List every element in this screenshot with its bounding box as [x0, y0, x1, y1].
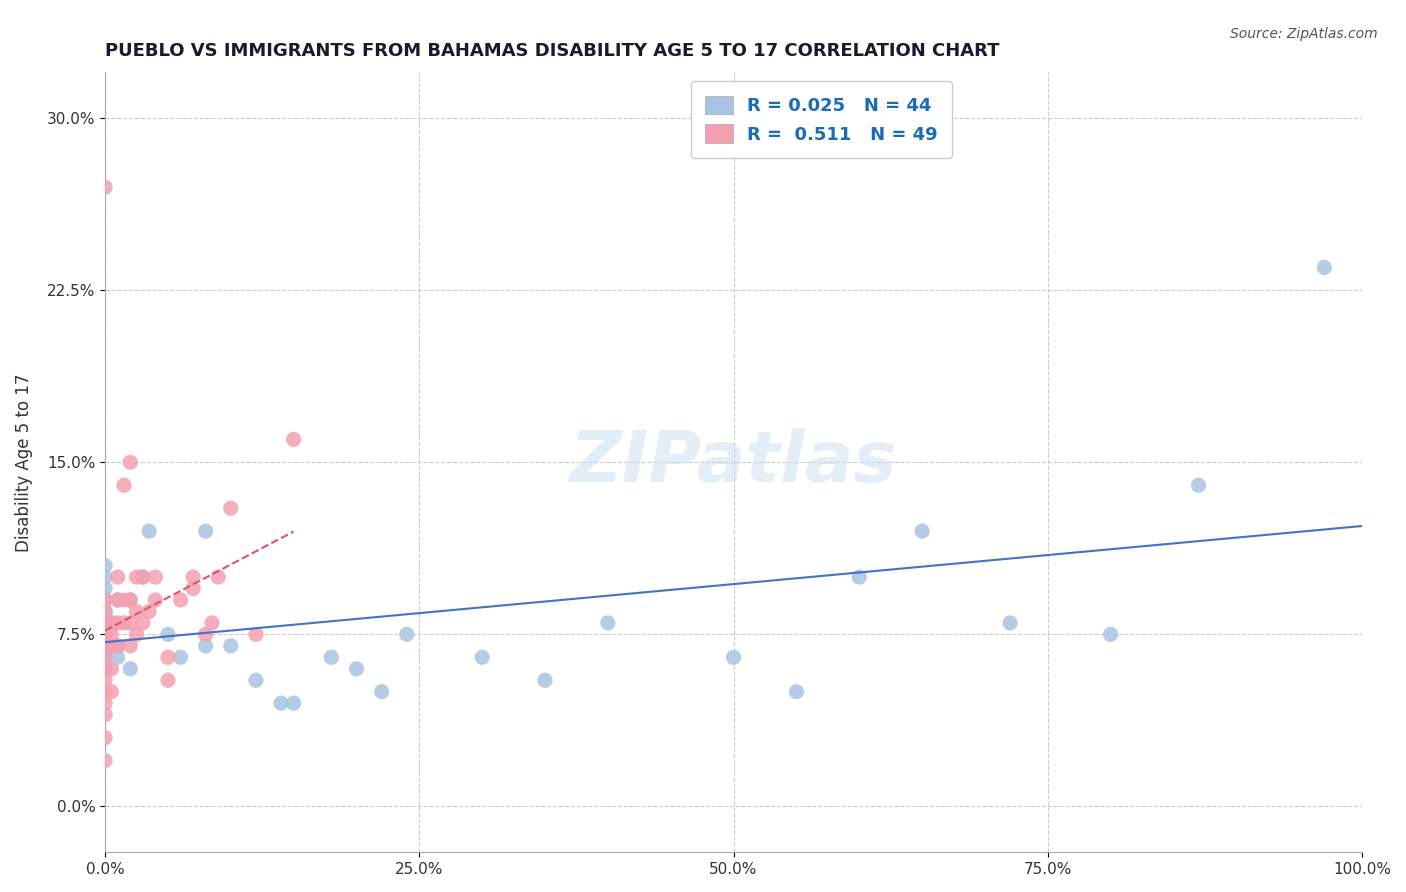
- Immigrants from Bahamas: [194, 627, 217, 641]
- Immigrants from Bahamas: [100, 662, 122, 676]
- Pueblo: [283, 696, 305, 710]
- Pueblo: [94, 634, 117, 648]
- Immigrants from Bahamas: [156, 650, 179, 665]
- Pueblo: [270, 696, 292, 710]
- Pueblo: [785, 684, 807, 698]
- Pueblo: [723, 650, 745, 665]
- Pueblo: [94, 639, 117, 653]
- Pueblo: [998, 615, 1021, 630]
- Pueblo: [219, 639, 242, 653]
- Pueblo: [321, 650, 343, 665]
- Pueblo: [534, 673, 557, 688]
- Immigrants from Bahamas: [112, 478, 135, 492]
- Immigrants from Bahamas: [181, 582, 204, 596]
- Immigrants from Bahamas: [94, 707, 117, 722]
- Text: Source: ZipAtlas.com: Source: ZipAtlas.com: [1230, 27, 1378, 41]
- Immigrants from Bahamas: [156, 673, 179, 688]
- Pueblo: [94, 558, 117, 573]
- Immigrants from Bahamas: [94, 673, 117, 688]
- Pueblo: [100, 615, 122, 630]
- Immigrants from Bahamas: [100, 627, 122, 641]
- Pueblo: [471, 650, 494, 665]
- Pueblo: [94, 604, 117, 618]
- Pueblo: [911, 524, 934, 538]
- Immigrants from Bahamas: [94, 696, 117, 710]
- Immigrants from Bahamas: [94, 593, 117, 607]
- Pueblo: [94, 627, 117, 641]
- Immigrants from Bahamas: [100, 615, 122, 630]
- Immigrants from Bahamas: [132, 570, 155, 584]
- Pueblo: [848, 570, 870, 584]
- Immigrants from Bahamas: [94, 180, 117, 194]
- Immigrants from Bahamas: [120, 455, 142, 469]
- Immigrants from Bahamas: [120, 615, 142, 630]
- Pueblo: [138, 524, 160, 538]
- Pueblo: [245, 673, 267, 688]
- Immigrants from Bahamas: [94, 754, 117, 768]
- Immigrants from Bahamas: [207, 570, 229, 584]
- Immigrants from Bahamas: [94, 604, 117, 618]
- Immigrants from Bahamas: [112, 593, 135, 607]
- Immigrants from Bahamas: [112, 615, 135, 630]
- Immigrants from Bahamas: [94, 684, 117, 698]
- Pueblo: [156, 627, 179, 641]
- Immigrants from Bahamas: [94, 650, 117, 665]
- Pueblo: [107, 593, 129, 607]
- Immigrants from Bahamas: [94, 731, 117, 745]
- Immigrants from Bahamas: [283, 433, 305, 447]
- Immigrants from Bahamas: [145, 570, 167, 584]
- Pueblo: [346, 662, 368, 676]
- Immigrants from Bahamas: [94, 627, 117, 641]
- Pueblo: [120, 593, 142, 607]
- Immigrants from Bahamas: [138, 604, 160, 618]
- Pueblo: [1099, 627, 1122, 641]
- Immigrants from Bahamas: [100, 684, 122, 698]
- Immigrants from Bahamas: [145, 593, 167, 607]
- Immigrants from Bahamas: [125, 570, 148, 584]
- Immigrants from Bahamas: [132, 615, 155, 630]
- Immigrants from Bahamas: [107, 593, 129, 607]
- Immigrants from Bahamas: [181, 570, 204, 584]
- Immigrants from Bahamas: [94, 615, 117, 630]
- Y-axis label: Disability Age 5 to 17: Disability Age 5 to 17: [15, 373, 32, 551]
- Immigrants from Bahamas: [125, 627, 148, 641]
- Pueblo: [94, 650, 117, 665]
- Pueblo: [94, 662, 117, 676]
- Legend: R = 0.025   N = 44, R =  0.511   N = 49: R = 0.025 N = 44, R = 0.511 N = 49: [690, 81, 952, 158]
- Pueblo: [194, 639, 217, 653]
- Immigrants from Bahamas: [201, 615, 224, 630]
- Pueblo: [94, 570, 117, 584]
- Pueblo: [107, 639, 129, 653]
- Pueblo: [194, 524, 217, 538]
- Immigrants from Bahamas: [169, 593, 191, 607]
- Pueblo: [1313, 260, 1336, 275]
- Immigrants from Bahamas: [107, 615, 129, 630]
- Pueblo: [120, 662, 142, 676]
- Immigrants from Bahamas: [120, 639, 142, 653]
- Pueblo: [132, 570, 155, 584]
- Pueblo: [94, 582, 117, 596]
- Immigrants from Bahamas: [94, 662, 117, 676]
- Pueblo: [395, 627, 418, 641]
- Immigrants from Bahamas: [107, 639, 129, 653]
- Immigrants from Bahamas: [120, 593, 142, 607]
- Pueblo: [94, 620, 117, 634]
- Pueblo: [1187, 478, 1209, 492]
- Pueblo: [169, 650, 191, 665]
- Immigrants from Bahamas: [94, 639, 117, 653]
- Pueblo: [107, 650, 129, 665]
- Pueblo: [100, 639, 122, 653]
- Immigrants from Bahamas: [219, 501, 242, 516]
- Immigrants from Bahamas: [125, 604, 148, 618]
- Text: PUEBLO VS IMMIGRANTS FROM BAHAMAS DISABILITY AGE 5 TO 17 CORRELATION CHART: PUEBLO VS IMMIGRANTS FROM BAHAMAS DISABI…: [105, 42, 1000, 60]
- Pueblo: [370, 684, 392, 698]
- Immigrants from Bahamas: [245, 627, 267, 641]
- Pueblo: [94, 593, 117, 607]
- Pueblo: [596, 615, 619, 630]
- Immigrants from Bahamas: [100, 639, 122, 653]
- Immigrants from Bahamas: [107, 570, 129, 584]
- Pueblo: [94, 615, 117, 630]
- Text: ZIPatlas: ZIPatlas: [569, 428, 897, 497]
